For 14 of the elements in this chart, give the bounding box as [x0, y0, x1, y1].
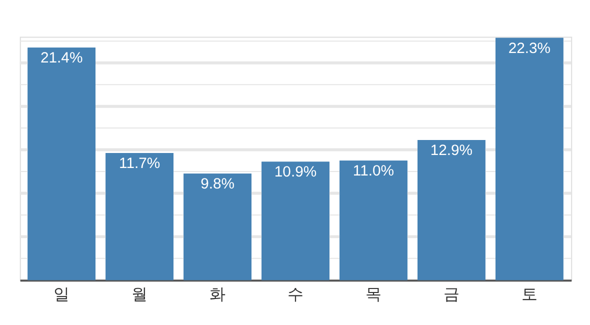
x-tick-label: 수 — [287, 286, 304, 304]
data-label: 11.7% — [119, 156, 160, 172]
data-label: 22.3% — [508, 40, 551, 57]
data-label: 12.9% — [430, 142, 473, 159]
data-label: 11.0% — [352, 164, 394, 180]
data-label: 10.9% — [274, 164, 317, 181]
data-label: 21.4% — [40, 50, 83, 67]
x-tick-label: 금 — [443, 286, 460, 304]
x-tick-label: 화 — [210, 286, 226, 304]
data-label: 9.8% — [200, 176, 234, 193]
x-tick-label: 목 — [365, 286, 382, 304]
x-tick-label: 일 — [54, 286, 70, 304]
x-tick-label: 월 — [132, 286, 148, 304]
x-tick-label: 토 — [521, 286, 538, 304]
